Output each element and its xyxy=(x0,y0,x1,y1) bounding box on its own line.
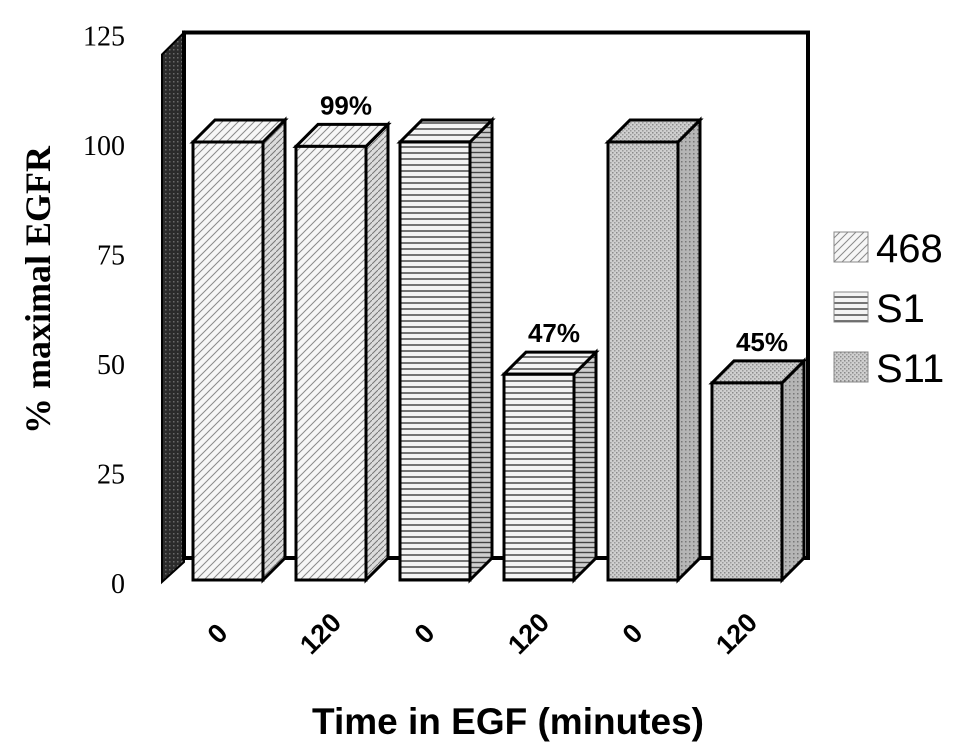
legend-swatch xyxy=(833,351,869,383)
bar-S11-120 xyxy=(708,357,808,584)
y-axis-ticks: 0 25 50 75 100 125 xyxy=(83,22,125,601)
y-tick-label: 0 xyxy=(111,569,125,600)
legend-swatch xyxy=(833,291,869,323)
x-tick-label: 0 xyxy=(202,618,234,650)
legend-label: S1 xyxy=(876,287,925,331)
legend-swatch xyxy=(833,231,869,263)
y-tick-label: 25 xyxy=(97,460,125,491)
x-axis-ticks: 0 120 0 120 0 120 xyxy=(202,607,763,660)
x-tick-label: 120 xyxy=(710,607,763,660)
bar-side xyxy=(572,348,598,584)
bar-front xyxy=(191,140,265,582)
bar-S11-0 xyxy=(604,116,704,584)
bar-S1-120 xyxy=(500,348,600,584)
bar-front xyxy=(398,140,472,582)
x-tick-label: 120 xyxy=(294,607,347,660)
legend-label: S11 xyxy=(876,347,944,391)
bar-side xyxy=(780,357,806,584)
y-axis-label: % maximal EGFR xyxy=(18,145,58,434)
legend-item-S1: S1 xyxy=(833,287,925,331)
data-label: 99% xyxy=(320,90,372,120)
y-tick-label: 75 xyxy=(97,241,125,272)
bar-front xyxy=(294,144,368,582)
data-labels: 99% 47% 45% xyxy=(320,90,788,357)
bars xyxy=(189,116,808,584)
legend-item-468: 468 xyxy=(833,227,943,271)
bar-front xyxy=(606,140,680,582)
data-label: 45% xyxy=(736,327,788,357)
bar-468-0 xyxy=(189,116,289,584)
bar-side xyxy=(676,116,702,584)
bar-side xyxy=(468,116,494,584)
bar-front xyxy=(502,372,576,582)
legend-label: 468 xyxy=(876,227,943,271)
bar-side xyxy=(261,116,287,584)
x-tick-label: 0 xyxy=(409,618,441,650)
back-wall xyxy=(182,30,810,560)
bar-S1-0 xyxy=(396,116,496,584)
x-tick-label: 120 xyxy=(502,607,555,660)
y-tick-label: 100 xyxy=(83,131,125,162)
y-tick-label: 125 xyxy=(83,22,125,53)
legend: 468 S1 S11 xyxy=(833,227,944,391)
bar-front xyxy=(710,381,784,582)
data-label: 47% xyxy=(528,318,580,348)
chart-walls xyxy=(161,30,810,585)
bar-side xyxy=(364,120,390,584)
x-axis-label: Time in EGF (minutes) xyxy=(312,701,704,742)
bar-468-120 xyxy=(292,120,392,584)
legend-item-S11: S11 xyxy=(833,347,944,391)
y-tick-label: 50 xyxy=(97,350,125,381)
x-tick-label: 0 xyxy=(617,618,649,650)
left-wall xyxy=(161,30,185,585)
